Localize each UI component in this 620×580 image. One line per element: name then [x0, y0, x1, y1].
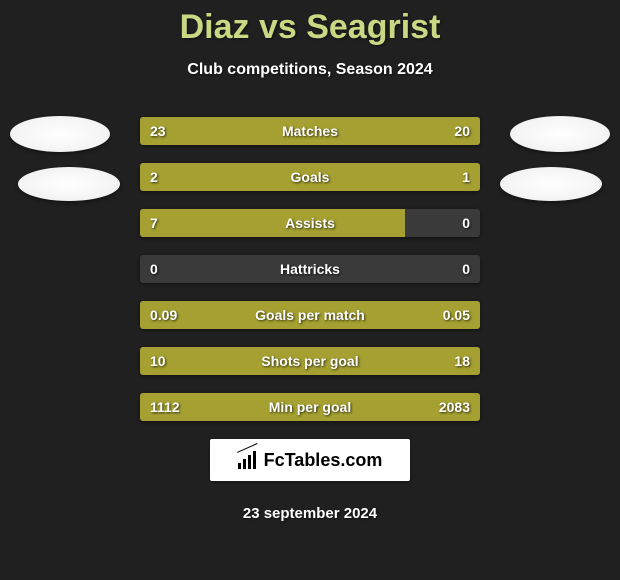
- stat-fill-left: [140, 209, 405, 237]
- logo-chart-icon: [238, 451, 258, 469]
- subtitle: Club competitions, Season 2024: [0, 61, 620, 79]
- player-right-icon: [510, 116, 610, 152]
- comparison-content: 2320Matches21Goals70Assists00Hattricks0.…: [0, 117, 620, 421]
- stat-value-right: 0: [462, 209, 470, 237]
- date: 23 september 2024: [0, 505, 620, 522]
- stat-rows: 2320Matches21Goals70Assists00Hattricks0.…: [140, 117, 480, 421]
- stat-row: 0 0Hattricks: [140, 255, 480, 283]
- stat-value-right: 0.05: [443, 301, 470, 329]
- stat-value-left: 7: [150, 209, 158, 237]
- logo-text: FcTables.com: [264, 450, 383, 471]
- stat-fill-left: [140, 117, 322, 145]
- player-left-icon: [10, 116, 110, 152]
- stat-label: Hattricks: [140, 255, 480, 283]
- stat-row: 1018Shots per goal: [140, 347, 480, 375]
- stat-value-left: 1112: [150, 393, 180, 421]
- logo-box: FcTables.com: [210, 439, 410, 481]
- stat-value-left: 23: [150, 117, 166, 145]
- stat-value-left: 10: [150, 347, 166, 375]
- stat-value-right: 0: [462, 255, 470, 283]
- stat-row: 2320Matches: [140, 117, 480, 145]
- stat-value-left: 0: [150, 255, 158, 283]
- stat-value-right: 20: [454, 117, 470, 145]
- stat-value-left: 0.09: [150, 301, 177, 329]
- stat-row: 11122083Min per goal: [140, 393, 480, 421]
- stat-value-right: 1: [462, 163, 470, 191]
- stat-row: 21Goals: [140, 163, 480, 191]
- stat-fill-right: [261, 347, 480, 375]
- stat-value-left: 2: [150, 163, 158, 191]
- page-title: Diaz vs Seagrist: [0, 0, 620, 47]
- player-right-icon-2: [500, 167, 602, 201]
- stat-row: 0.090.05Goals per match: [140, 301, 480, 329]
- stat-row: 70Assists: [140, 209, 480, 237]
- stat-value-right: 18: [454, 347, 470, 375]
- player-left-icon-2: [18, 167, 120, 201]
- stat-value-right: 2083: [439, 393, 470, 421]
- stat-fill-left: [140, 163, 367, 191]
